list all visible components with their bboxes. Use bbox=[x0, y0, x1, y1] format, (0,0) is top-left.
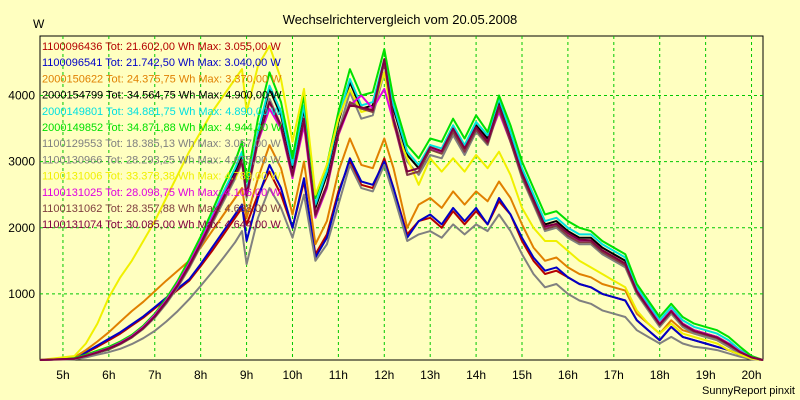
legend-entry: 1100131025 Tot: 28.098,75 Wh Max: 4.106,… bbox=[42, 187, 281, 199]
legend-entry: 1100096436 Tot: 21.602,00 Wh Max: 3.055,… bbox=[42, 41, 281, 53]
series-line-6 bbox=[39, 163, 764, 361]
legend-entry: 1100131074 Tot: 30.085,00 Wh Max: 4.644,… bbox=[42, 219, 281, 231]
series-line-5 bbox=[39, 48, 764, 361]
x-tick-label: 10h bbox=[282, 368, 302, 382]
y-tick-label: 3000 bbox=[8, 155, 35, 169]
legend-entry: 1100129553 Tot: 18.385,13 Wh Max: 3.057,… bbox=[42, 138, 281, 150]
x-tick-label: 12h bbox=[374, 368, 394, 382]
y-axis-label: W bbox=[33, 17, 45, 31]
grid bbox=[40, 36, 763, 360]
x-tick-label: 5h bbox=[56, 368, 69, 382]
x-tick-label: 9h bbox=[240, 368, 253, 382]
legend-entry: 1100096541 Tot: 21.742,50 Wh Max: 3.040,… bbox=[42, 57, 281, 69]
x-tick-label: 14h bbox=[466, 368, 486, 382]
chart-title: Wechselrichtervergleich vom 20.05.2008 bbox=[283, 12, 518, 27]
legend-entry: 2000150622 Tot: 24.375,75 Wh Max: 3.370,… bbox=[42, 73, 282, 85]
series-lines bbox=[39, 44, 764, 361]
y-tick-label: 2000 bbox=[8, 221, 35, 235]
legend-entry: 1100131006 Tot: 33.378,38 Wh Max: 4.789,… bbox=[42, 171, 281, 183]
legend-entry: 2000154799 Tot: 34.564,75 Wh Max: 4.900,… bbox=[42, 90, 282, 102]
x-tick-label: 11h bbox=[329, 368, 348, 382]
legend: 1100096436 Tot: 21.602,00 Wh Max: 3.055,… bbox=[42, 41, 282, 231]
x-tick-label: 16h bbox=[558, 368, 578, 382]
x-tick-label: 15h bbox=[512, 368, 532, 382]
x-tick-label: 13h bbox=[420, 368, 440, 382]
x-tick-label: 20h bbox=[742, 368, 762, 382]
y-tick-label: 4000 bbox=[8, 89, 35, 103]
x-tick-label: 19h bbox=[696, 368, 716, 382]
x-tick-label: 6h bbox=[102, 368, 115, 382]
x-tick-label: 17h bbox=[604, 368, 624, 382]
y-axis-ticks: 1000 2000 3000 4000 bbox=[8, 89, 35, 301]
legend-entry: 1100130966 Tot: 28.293,25 Wh Max: 4.675,… bbox=[42, 154, 281, 166]
legend-entry: 2000149801 Tot: 34.881,75 Wh Max: 4.890,… bbox=[42, 106, 282, 118]
x-tick-label: 7h bbox=[148, 368, 161, 382]
series-line-11 bbox=[39, 58, 764, 361]
series-line-8 bbox=[39, 44, 764, 361]
legend-entry: 2000149852 Tot: 34.871,88 Wh Max: 4.944,… bbox=[42, 122, 282, 134]
legend-entry: 1100131062 Tot: 28.357,88 Wh Max: 4.638,… bbox=[42, 203, 281, 215]
footer-label: SunnyReport pinxit bbox=[702, 385, 795, 397]
y-tick-label: 1000 bbox=[8, 287, 35, 301]
x-tick-label: 18h bbox=[650, 368, 670, 382]
x-tick-label: 8h bbox=[194, 368, 207, 382]
x-axis-ticks: 5h 6h 7h 8h 9h 10h 11h 12h 13h 14h 15h 16h 17h 18h 19h… bbox=[56, 368, 761, 382]
